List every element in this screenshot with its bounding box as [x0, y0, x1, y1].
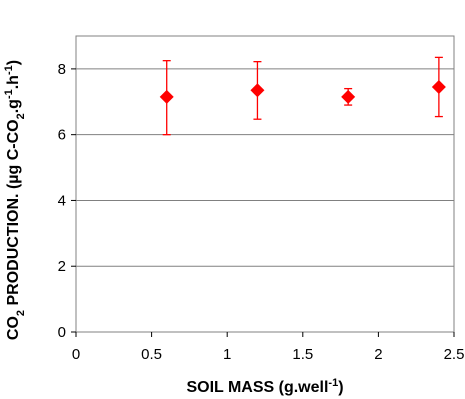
- x-tick-label: 0: [72, 346, 80, 363]
- y-tick-label: 6: [58, 127, 66, 144]
- y-axis-ticks: 0 2 4 6 8: [58, 61, 76, 341]
- y-axis-title: CO2 PRODUCTION. (µg C-CO2.g-1.h-1): [3, 60, 27, 340]
- y-title-g: .g: [5, 99, 22, 113]
- data-point: [431, 56, 446, 118]
- y-title-sub1: 2: [15, 310, 27, 316]
- x-title-close: ): [338, 379, 343, 396]
- y-title-production: PRODUCTION. (µg C-CO: [5, 119, 22, 310]
- x-tick-label: 1.5: [292, 346, 313, 363]
- diamond-marker: [341, 89, 356, 104]
- x-tick-label: 2.5: [444, 346, 465, 363]
- x-tick-label: 1: [223, 346, 231, 363]
- y-title-close: ): [5, 60, 22, 65]
- gridlines: [76, 68, 454, 267]
- y-tick-label: 2: [58, 258, 66, 275]
- diamond-marker: [250, 83, 265, 98]
- data-point: [159, 60, 174, 136]
- plot-area-frame: [75, 35, 455, 333]
- y-title-co: CO: [5, 316, 22, 340]
- x-title-text: SOIL MASS (g.well: [186, 379, 328, 396]
- diamond-marker: [431, 79, 446, 94]
- y-title-sub2: 2: [15, 113, 27, 119]
- x-axis-title: SOIL MASS (g.well-1): [186, 377, 343, 396]
- data-point: [250, 61, 265, 120]
- diamond-marker: [159, 89, 174, 104]
- x-tick-label: 0.5: [141, 346, 162, 363]
- x-tick-label: 2: [374, 346, 382, 363]
- y-title-h: .h: [5, 75, 22, 89]
- y-title-sup2: -1: [3, 65, 15, 75]
- data-series: [159, 56, 446, 136]
- x-title-sup: -1: [328, 377, 338, 389]
- data-point: [341, 87, 356, 106]
- x-axis-ticks: 0 0.5 1 1.5 2 2.5: [72, 332, 465, 363]
- y-tick-label: 8: [58, 61, 66, 78]
- y-tick-label: 4: [58, 192, 66, 209]
- y-title-sup1: -1: [3, 89, 15, 99]
- y-tick-label: 0: [58, 324, 66, 341]
